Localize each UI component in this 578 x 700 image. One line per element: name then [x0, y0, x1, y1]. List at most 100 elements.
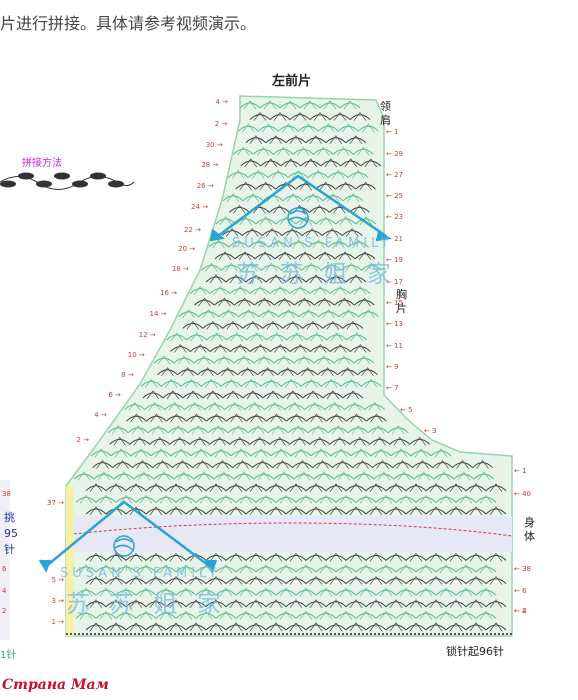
stitch-v: [350, 332, 363, 342]
stitch-v: [439, 610, 453, 620]
stitch-v: [181, 367, 194, 377]
stitch-fan: [222, 392, 244, 399]
stitch-v: [154, 448, 168, 458]
stitch-v: [149, 506, 163, 516]
stitch-v: [265, 262, 278, 272]
stitch-fan: [265, 137, 287, 144]
stitch-fan: [208, 241, 229, 248]
stitch-v: [149, 622, 163, 632]
stitch-v: [319, 181, 332, 191]
stitch-fan: [347, 427, 369, 434]
stitch-v: [109, 483, 123, 493]
stitch-v: [243, 100, 257, 110]
stitch-v: [361, 367, 374, 377]
stitch-v: [409, 506, 423, 516]
stitch-v: [222, 309, 235, 319]
stitch-v: [129, 576, 143, 585]
stitch-fan: [165, 601, 187, 608]
stitch-fan: [350, 450, 372, 457]
stitch-v: [139, 587, 153, 597]
stitch-v: [477, 471, 491, 481]
stitch-fan: [285, 137, 307, 144]
stitch-v: [413, 436, 426, 446]
stitch-fan: [295, 612, 317, 619]
stitch-fan: [410, 450, 432, 457]
stitch-v: [161, 367, 174, 377]
stitch-fan: [238, 125, 259, 132]
stitch-fan: [349, 114, 371, 120]
stitch-v: [246, 390, 260, 400]
stitch-fan: [365, 578, 387, 584]
stitch-v: [218, 251, 232, 261]
row-number: 2 →: [215, 120, 228, 128]
stitch-fan: [215, 566, 237, 573]
stitch-v: [317, 471, 331, 481]
stitch-fan: [314, 299, 335, 306]
stitch-fan: [369, 438, 391, 445]
stitch-fan: [425, 578, 447, 584]
chain-stitch: [18, 172, 34, 180]
stitch-v: [169, 599, 183, 609]
stitch-v: [389, 622, 403, 632]
stitch-v: [209, 506, 223, 516]
stitch-fan: [237, 369, 258, 376]
stitch-fan: [238, 311, 259, 318]
stitch-v: [419, 494, 433, 504]
stitch-v: [336, 460, 349, 469]
stitch-fan: [285, 601, 307, 608]
row-number: 22 →: [184, 226, 201, 234]
stitch-v: [439, 564, 453, 574]
row-number: 2: [2, 607, 6, 615]
stitch-fan: [107, 427, 129, 434]
stitch-fan: [254, 253, 276, 260]
stitch-v: [198, 297, 211, 307]
stitch-v: [254, 344, 267, 353]
stitch-v: [346, 320, 360, 330]
stitch-fan: [235, 566, 257, 573]
stitch-fan: [167, 427, 189, 434]
stitch-fan: [205, 578, 227, 584]
stitch-fan: [286, 334, 308, 341]
stitch-fan: [182, 392, 204, 399]
stitch-fan: [241, 264, 262, 271]
row-number: 12 →: [139, 331, 156, 339]
stitch-v: [283, 100, 297, 110]
stitch-fan: [201, 264, 222, 271]
stitch-v: [324, 378, 338, 388]
stitch-fan: [232, 462, 253, 468]
stitch-fan: [182, 322, 204, 329]
stitch-v: [309, 506, 323, 516]
stitch-fan: [445, 578, 467, 584]
stitch-v: [357, 355, 371, 365]
stitch-v: [294, 344, 307, 353]
stitch-fan: [325, 578, 347, 584]
stitch-fan: [313, 473, 335, 480]
stitch-v: [342, 123, 355, 133]
stitch-fan: [225, 578, 247, 584]
stitch-v: [119, 494, 133, 504]
stitch-v: [304, 378, 318, 388]
stitch-v: [359, 494, 373, 504]
stitch-v: [274, 344, 287, 353]
stitch-v: [339, 216, 353, 226]
stitch-fan: [455, 612, 477, 619]
stitch-fan: [189, 438, 211, 445]
stitch-v: [79, 610, 93, 620]
stitch-fan: [172, 462, 193, 468]
stitch-fan: [222, 322, 244, 329]
stitch-v: [449, 552, 463, 562]
stitch-fan: [425, 601, 447, 608]
stitch-v: [205, 262, 218, 272]
stitch-v: [299, 216, 313, 226]
stitch-v: [349, 135, 363, 145]
stitch-fan: [113, 473, 135, 480]
stitch-fan: [266, 415, 287, 422]
stitch-fan: [452, 462, 473, 468]
stitch-v: [309, 576, 323, 585]
stitch-fan: [348, 241, 369, 248]
stitch-fan: [233, 357, 255, 364]
stitch-fan: [264, 404, 286, 410]
stitch-fan: [325, 276, 347, 283]
stitch-v: [199, 494, 213, 504]
